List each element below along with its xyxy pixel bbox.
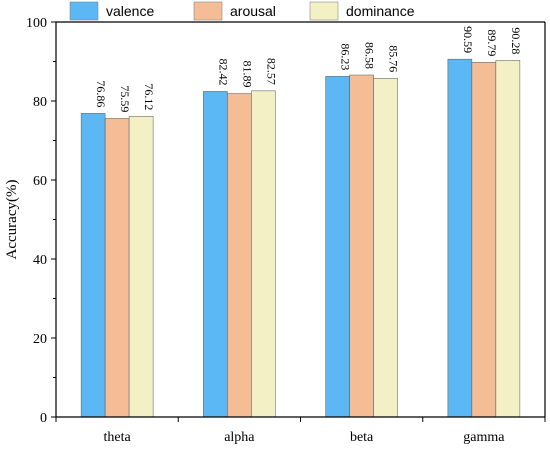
data-label-valence-gamma: 90.59 [461,26,475,53]
bar-dominance-beta [373,77,398,418]
legend-swatch-dominance [309,1,339,21]
bar-valence-theta [80,113,106,418]
data-label-arousal-beta: 86.58 [363,42,377,69]
legend-label-valence: valence [106,3,154,19]
data-label-valence-beta: 86.23 [339,43,353,70]
data-label-arousal-gamma: 89.79 [485,29,499,56]
bars-group [80,58,521,418]
y-tick-label-20: 20 [33,332,47,347]
y-tick-label-40: 40 [33,253,47,268]
x-tick-label-alpha: alpha [224,430,255,445]
legend-label-arousal: arousal [230,3,276,19]
data-label-valence-alpha: 82.42 [216,58,230,85]
bar-arousal-theta [104,118,130,418]
bar-valence-gamma [447,58,473,418]
bar-valence-beta [325,76,350,418]
legend-swatch-arousal [193,1,223,21]
bar-arousal-gamma [471,62,497,418]
bar-dominance-gamma [495,60,521,418]
y-tick-label-100: 100 [26,16,47,31]
y-tick-label-80: 80 [33,95,47,110]
data-labels-group: 76.86 75.59 76.12 82.42 81.89 82.57 86.23 86.58… [94,26,523,112]
legend-label-dominance: dominance [346,3,415,19]
x-tick-label-theta: theta [104,430,132,445]
data-label-dominance-alpha: 82.57 [264,58,278,85]
data-label-valence-theta: 76.86 [94,80,108,107]
x-tick-label-beta: beta [350,430,374,445]
bar-dominance-theta [128,116,154,418]
legend-swatch-valence [69,1,99,21]
y-axis-title: Accuracy(%) [4,180,20,260]
data-label-dominance-gamma: 90.28 [509,27,523,54]
bar-arousal-beta [349,74,374,418]
x-tick-label-gamma: gamma [463,430,505,445]
y-tick-label-0: 0 [40,411,47,426]
bar-dominance-alpha [251,90,276,418]
data-label-arousal-alpha: 81.89 [240,61,254,88]
bar-valence-alpha [203,91,228,418]
y-tick-label-60: 60 [33,174,47,189]
legend: valence arousal dominance [69,1,415,21]
axes-group: 0 20 40 60 80 100 theta alpha beta gamma [26,16,546,445]
data-label-dominance-beta: 85.76 [387,45,401,72]
bar-arousal-alpha [227,93,252,418]
data-label-dominance-theta: 76.12 [142,83,156,110]
data-label-arousal-theta: 75.59 [118,85,132,112]
